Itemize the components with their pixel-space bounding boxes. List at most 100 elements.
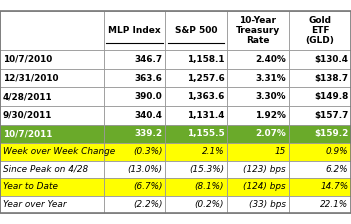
Bar — [104, 50, 165, 69]
Bar — [165, 125, 227, 143]
Text: (6.7%): (6.7%) — [133, 182, 163, 191]
Bar — [104, 143, 165, 161]
Bar — [0, 87, 104, 106]
Bar — [289, 143, 351, 161]
Text: 1,363.6: 1,363.6 — [187, 92, 224, 101]
Bar — [289, 125, 351, 143]
Bar — [289, 106, 351, 125]
Bar — [104, 178, 165, 196]
Text: 1,257.6: 1,257.6 — [186, 73, 224, 83]
Bar — [227, 161, 289, 178]
Text: 1,155.5: 1,155.5 — [186, 129, 224, 138]
Bar — [0, 11, 104, 50]
Bar — [0, 196, 104, 213]
Bar — [165, 196, 227, 213]
Text: 4/28/2011: 4/28/2011 — [3, 92, 52, 101]
Text: 2.07%: 2.07% — [255, 129, 286, 138]
Text: (124) bps: (124) bps — [244, 182, 286, 191]
Text: 3.31%: 3.31% — [256, 73, 286, 83]
Bar — [289, 196, 351, 213]
Bar — [289, 143, 351, 161]
Bar — [0, 125, 104, 143]
Bar — [0, 87, 104, 106]
Text: MLP Index: MLP Index — [108, 26, 161, 35]
Bar — [104, 11, 165, 50]
Bar — [289, 161, 351, 178]
Bar — [0, 11, 351, 50]
Bar — [289, 178, 351, 196]
Bar — [165, 143, 227, 161]
Bar — [289, 106, 351, 125]
Text: 22.1%: 22.1% — [320, 200, 348, 209]
Bar — [104, 178, 165, 196]
Text: Week over Week Change: Week over Week Change — [3, 147, 115, 156]
Bar — [227, 178, 289, 196]
Bar — [0, 178, 104, 196]
Bar — [165, 125, 227, 143]
Bar — [0, 161, 104, 178]
Bar — [227, 143, 289, 161]
Text: 339.2: 339.2 — [134, 129, 163, 138]
Bar — [104, 87, 165, 106]
Bar — [289, 125, 351, 143]
Bar — [104, 125, 165, 143]
Bar — [227, 11, 289, 50]
Bar — [227, 143, 289, 161]
Text: 12/31/2010: 12/31/2010 — [3, 73, 58, 83]
Text: 2.40%: 2.40% — [255, 55, 286, 64]
Bar — [0, 106, 104, 125]
Text: $159.2: $159.2 — [314, 129, 348, 138]
Bar — [165, 161, 227, 178]
Bar — [0, 161, 104, 178]
Bar — [227, 196, 289, 213]
Bar — [165, 50, 227, 69]
Text: 340.4: 340.4 — [134, 111, 163, 120]
Bar — [227, 87, 289, 106]
Bar — [104, 50, 165, 69]
Bar — [289, 178, 351, 196]
Bar — [165, 50, 227, 69]
Bar — [0, 50, 104, 69]
Bar — [227, 69, 289, 87]
Text: 14.7%: 14.7% — [320, 182, 348, 191]
Text: 15: 15 — [275, 147, 286, 156]
Bar — [104, 106, 165, 125]
Text: Year to Date: Year to Date — [3, 182, 58, 191]
Text: (13.0%): (13.0%) — [127, 165, 163, 174]
Bar — [165, 178, 227, 196]
Text: Since Peak on 4/28: Since Peak on 4/28 — [3, 165, 88, 174]
Text: (0.2%): (0.2%) — [195, 200, 224, 209]
Bar — [289, 161, 351, 178]
Text: (0.3%): (0.3%) — [133, 147, 163, 156]
Bar — [104, 125, 165, 143]
Bar — [165, 178, 227, 196]
Text: (123) bps: (123) bps — [244, 165, 286, 174]
Bar — [227, 69, 289, 87]
Bar — [289, 50, 351, 69]
Bar — [227, 50, 289, 69]
Text: $138.7: $138.7 — [314, 73, 348, 83]
Bar — [104, 196, 165, 213]
Bar — [227, 50, 289, 69]
Bar — [0, 125, 104, 143]
Text: $149.8: $149.8 — [314, 92, 348, 101]
Bar — [165, 11, 227, 50]
Bar — [289, 87, 351, 106]
Text: 2.1%: 2.1% — [202, 147, 224, 156]
Bar — [165, 106, 227, 125]
Bar — [0, 143, 104, 161]
Bar — [227, 87, 289, 106]
Text: Gold
ETF
(GLD): Gold ETF (GLD) — [305, 16, 335, 45]
Text: (8.1%): (8.1%) — [195, 182, 224, 191]
Bar — [104, 69, 165, 87]
Bar — [227, 125, 289, 143]
Text: 0.9%: 0.9% — [326, 147, 348, 156]
Bar — [165, 143, 227, 161]
Text: (33) bps: (33) bps — [249, 200, 286, 209]
Bar — [165, 161, 227, 178]
Text: Year over Year: Year over Year — [3, 200, 66, 209]
Text: 3.30%: 3.30% — [256, 92, 286, 101]
Bar — [104, 161, 165, 178]
Bar — [104, 69, 165, 87]
Text: 363.6: 363.6 — [135, 73, 163, 83]
